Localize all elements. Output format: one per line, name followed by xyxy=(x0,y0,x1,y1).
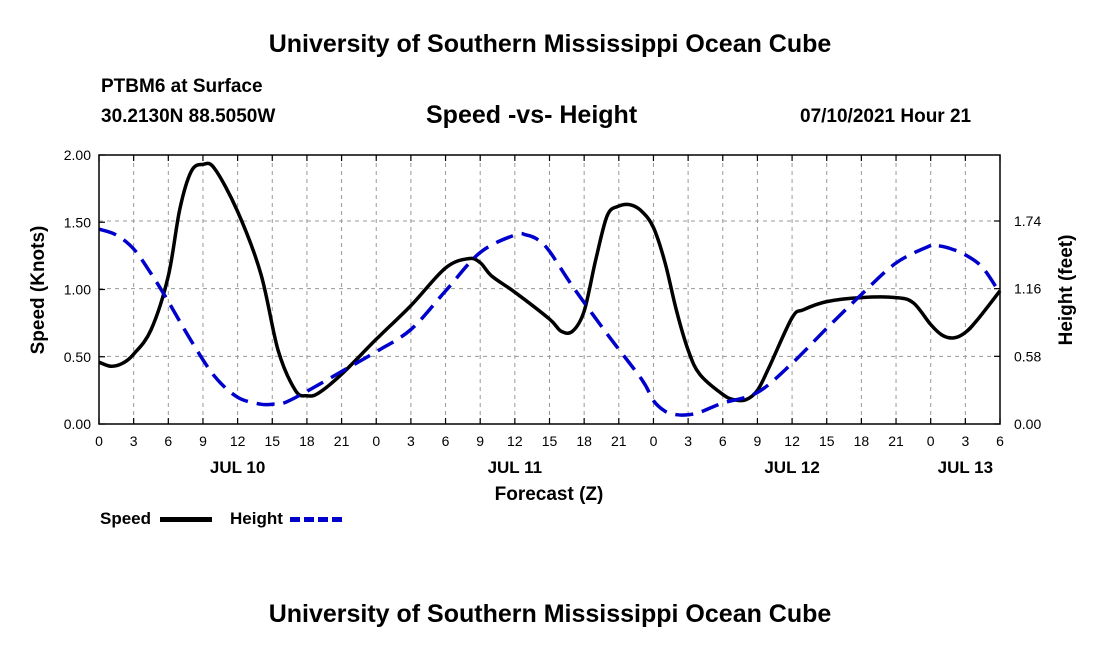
x-tick-label: 12 xyxy=(230,433,246,449)
tick-marks xyxy=(98,154,1001,425)
x-tick-label: 3 xyxy=(961,433,969,449)
x-tick-label: 18 xyxy=(576,433,592,449)
legend-speed-label: Speed xyxy=(100,509,152,528)
x-tick-label: 9 xyxy=(199,433,207,449)
x-tick-label: 9 xyxy=(476,433,484,449)
y-right-tick-label: 1.74 xyxy=(1014,213,1041,229)
x-tick-label: 15 xyxy=(819,433,835,449)
x-tick-label: 9 xyxy=(754,433,762,449)
x-tick-label: 0 xyxy=(927,433,935,449)
x-tick-label: 6 xyxy=(719,433,727,449)
day-label: JUL 11 xyxy=(488,458,543,477)
x-tick-label: 12 xyxy=(507,433,523,449)
x-tick-label: 0 xyxy=(372,433,380,449)
x-tick-label: 15 xyxy=(542,433,558,449)
x-tick-label: 12 xyxy=(784,433,800,449)
y-left-tick-label: 0.50 xyxy=(64,349,91,365)
x-tick-label: 18 xyxy=(299,433,315,449)
x-tick-label: 21 xyxy=(334,433,350,449)
legend-speed-swatch xyxy=(160,517,212,522)
y-right-tick-label: 0.00 xyxy=(1014,416,1041,432)
station-label: PTBM6 at Surface xyxy=(101,76,263,97)
series-layer xyxy=(98,161,1002,417)
x-tick-label: 6 xyxy=(164,433,172,449)
x-tick-label: 21 xyxy=(888,433,904,449)
day-label: JUL 13 xyxy=(938,458,993,477)
y-axis-right-label: Height (feet) xyxy=(1056,235,1077,346)
series-height-line xyxy=(98,227,1002,417)
axis-labels: 0 3 6 9 12 15 18 21 0 3 6 9 12 15 18 21 0 3 6 9 12 15 18 21 0 3 6J… xyxy=(64,147,1042,477)
footer-title: University of Southern Mississippi Ocean… xyxy=(268,600,832,628)
x-tick-label: 6 xyxy=(442,433,450,449)
legend-height-label: Height xyxy=(230,509,283,528)
x-axis-label: Forecast (Z) xyxy=(495,484,604,505)
y-right-tick-label: 1.16 xyxy=(1014,281,1041,297)
x-tick-label: 3 xyxy=(130,433,138,449)
x-tick-label: 3 xyxy=(407,433,415,449)
x-tick-label: 18 xyxy=(854,433,870,449)
x-tick-label: 6 xyxy=(996,433,1004,449)
x-tick-label: 0 xyxy=(650,433,658,449)
x-tick-label: 0 xyxy=(95,433,103,449)
series-speed-line xyxy=(98,161,1002,403)
coordinates-label: 30.2130N 88.5050W xyxy=(101,106,276,127)
day-label: JUL 10 xyxy=(210,458,265,477)
date-hour-label: 07/10/2021 Hour 21 xyxy=(800,106,972,127)
legend-height-swatch xyxy=(290,517,342,522)
y-left-tick-label: 1.00 xyxy=(64,282,91,298)
y-left-tick-label: 2.00 xyxy=(64,147,91,163)
y-right-tick-label: 0.58 xyxy=(1014,348,1041,364)
chart-title: Speed -vs- Height xyxy=(426,101,638,129)
y-axis-left-label: Speed (Knots) xyxy=(28,226,49,355)
day-label: JUL 12 xyxy=(764,458,819,477)
grid-lines xyxy=(99,155,1000,424)
x-tick-label: 3 xyxy=(684,433,692,449)
page-title: University of Southern Mississippi Ocean… xyxy=(268,30,832,58)
y-left-tick-label: 0.00 xyxy=(64,416,91,432)
x-tick-label: 21 xyxy=(611,433,627,449)
x-tick-label: 15 xyxy=(264,433,280,449)
y-left-tick-label: 1.50 xyxy=(64,214,91,230)
